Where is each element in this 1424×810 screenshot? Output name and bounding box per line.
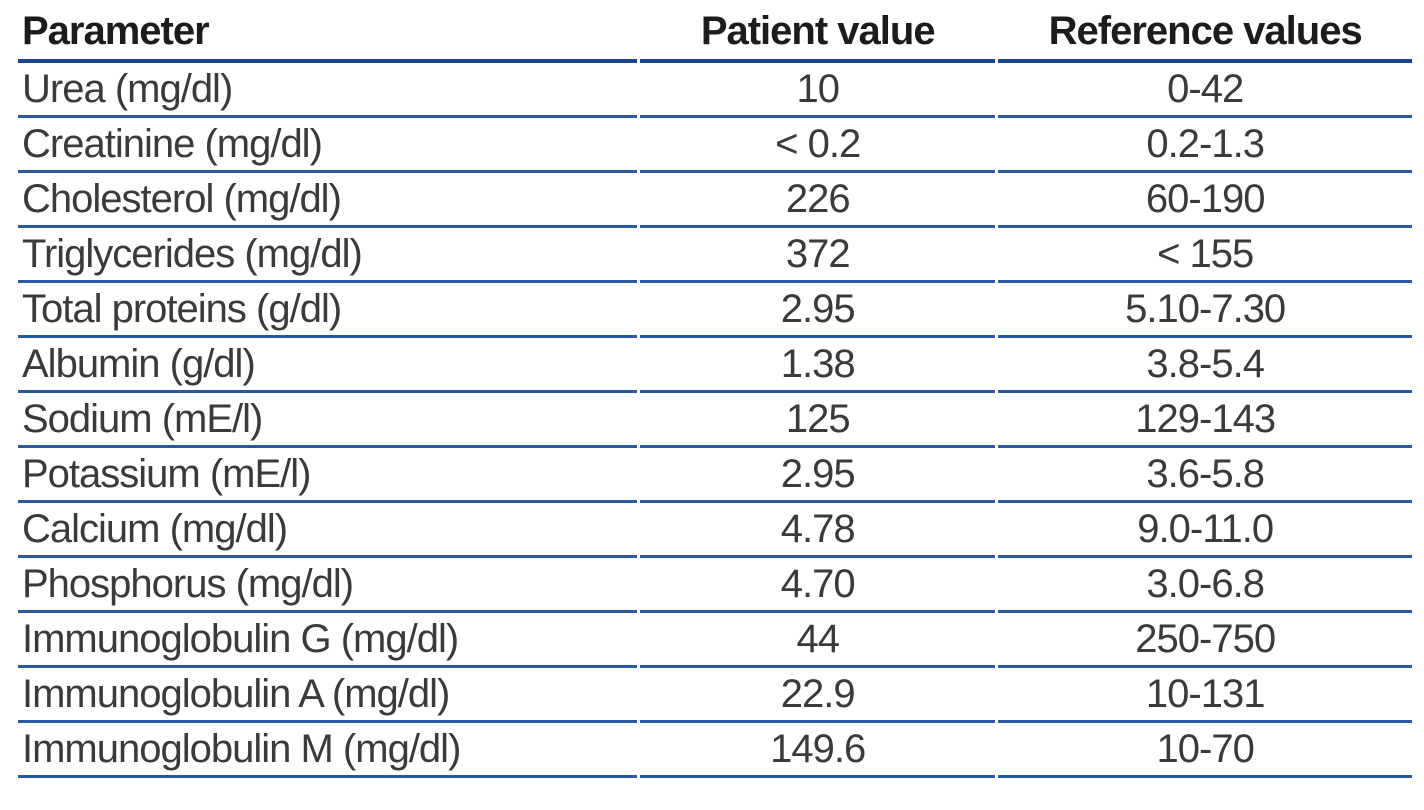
table-row: Triglycerides (mg/dl) 372 < 155 <box>18 228 1412 283</box>
table-row: Immunoglobulin G (mg/dl) 44 250-750 <box>18 613 1412 668</box>
cell-patient-value: 2.95 <box>640 448 996 503</box>
table-row: Potassium (mE/l) 2.95 3.6-5.8 <box>18 448 1412 503</box>
table-row: Cholesterol (mg/dl) 226 60-190 <box>18 173 1412 228</box>
table-row: Calcium (mg/dl) 4.78 9.0-11.0 <box>18 503 1412 558</box>
table-row: Creatinine (mg/dl) < 0.2 0.2-1.3 <box>18 118 1412 173</box>
cell-patient-value: 4.78 <box>640 503 996 558</box>
cell-patient-value: 372 <box>640 228 996 283</box>
cell-reference-values: 5.10-7.30 <box>998 283 1412 338</box>
cell-parameter: Immunoglobulin M (mg/dl) <box>18 723 638 778</box>
cell-parameter: Triglycerides (mg/dl) <box>18 228 638 283</box>
table-row: Sodium (mE/l) 125 129-143 <box>18 393 1412 448</box>
table-row: Albumin (g/dl) 1.38 3.8-5.4 <box>18 338 1412 393</box>
cell-patient-value: 10 <box>640 63 996 118</box>
cell-parameter: Phosphorus (mg/dl) <box>18 558 638 613</box>
cell-reference-values: 3.0-6.8 <box>998 558 1412 613</box>
cell-parameter: Total proteins (g/dl) <box>18 283 638 338</box>
cell-parameter: Sodium (mE/l) <box>18 393 638 448</box>
lab-results-table: Parameter Patient value Reference values… <box>15 4 1415 778</box>
cell-parameter: Cholesterol (mg/dl) <box>18 173 638 228</box>
cell-reference-values: 0.2-1.3 <box>998 118 1412 173</box>
cell-reference-values: 9.0-11.0 <box>998 503 1412 558</box>
header-row: Parameter Patient value Reference values <box>18 4 1412 63</box>
cell-reference-values: 3.6-5.8 <box>998 448 1412 503</box>
cell-parameter: Albumin (g/dl) <box>18 338 638 393</box>
cell-patient-value: 226 <box>640 173 996 228</box>
table-row: Phosphorus (mg/dl) 4.70 3.0-6.8 <box>18 558 1412 613</box>
cell-patient-value: 149.6 <box>640 723 996 778</box>
column-header-patient-value: Patient value <box>640 4 996 63</box>
cell-parameter: Immunoglobulin G (mg/dl) <box>18 613 638 668</box>
cell-reference-values: 3.8-5.4 <box>998 338 1412 393</box>
cell-parameter: Creatinine (mg/dl) <box>18 118 638 173</box>
table-row: Urea (mg/dl) 10 0-42 <box>18 63 1412 118</box>
cell-patient-value: 125 <box>640 393 996 448</box>
table-row: Immunoglobulin A (mg/dl) 22.9 10-131 <box>18 668 1412 723</box>
table-row: Total proteins (g/dl) 2.95 5.10-7.30 <box>18 283 1412 338</box>
cell-reference-values: 250-750 <box>998 613 1412 668</box>
cell-patient-value: 44 <box>640 613 996 668</box>
column-header-parameter: Parameter <box>18 4 638 63</box>
column-header-reference-values: Reference values <box>998 4 1412 63</box>
cell-patient-value: 1.38 <box>640 338 996 393</box>
cell-reference-values: 10-131 <box>998 668 1412 723</box>
cell-parameter: Potassium (mE/l) <box>18 448 638 503</box>
cell-patient-value: < 0.2 <box>640 118 996 173</box>
cell-reference-values: 129-143 <box>998 393 1412 448</box>
cell-reference-values: 60-190 <box>998 173 1412 228</box>
cell-reference-values: 0-42 <box>998 63 1412 118</box>
cell-patient-value: 2.95 <box>640 283 996 338</box>
cell-parameter: Urea (mg/dl) <box>18 63 638 118</box>
cell-reference-values: < 155 <box>998 228 1412 283</box>
cell-parameter: Calcium (mg/dl) <box>18 503 638 558</box>
table-body: Urea (mg/dl) 10 0-42 Creatinine (mg/dl) < 0.… <box>18 63 1412 778</box>
table-row: Immunoglobulin M (mg/dl) 149.6 10-70 <box>18 723 1412 778</box>
cell-parameter: Immunoglobulin A (mg/dl) <box>18 668 638 723</box>
cell-patient-value: 4.70 <box>640 558 996 613</box>
cell-patient-value: 22.9 <box>640 668 996 723</box>
cell-reference-values: 10-70 <box>998 723 1412 778</box>
